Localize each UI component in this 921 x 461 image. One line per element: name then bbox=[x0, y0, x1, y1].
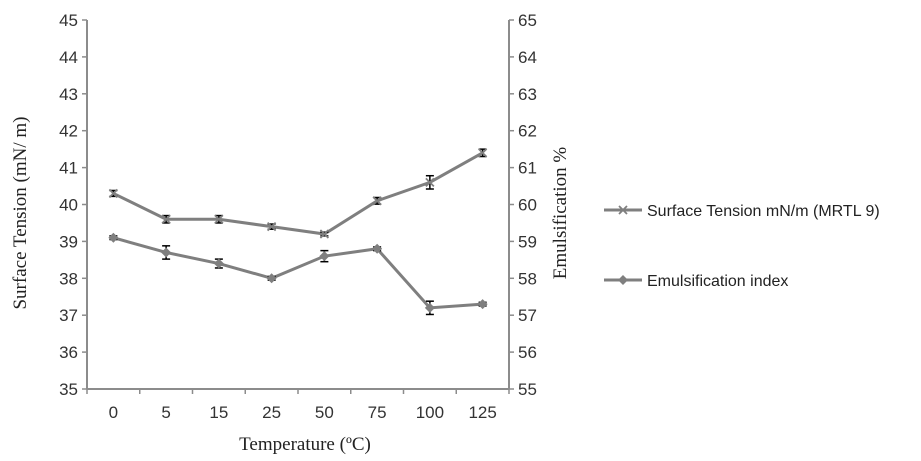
y-tick-label: 35 bbox=[59, 380, 78, 399]
marker-stroke bbox=[319, 229, 330, 239]
x-tick-label: 75 bbox=[368, 403, 387, 422]
series-1 bbox=[108, 148, 488, 239]
series-2-point bbox=[266, 273, 277, 284]
series-2-point bbox=[424, 302, 435, 313]
y-axis-title: Surface Tension (mN/ m) bbox=[10, 116, 31, 309]
y-tick-label: 44 bbox=[59, 48, 78, 67]
axis-labels: Temperature (ºC) Surface Tension (mN/ m)… bbox=[10, 116, 571, 455]
series-2-point bbox=[108, 232, 119, 243]
x-tick-label: 100 bbox=[416, 403, 444, 422]
series-1-point bbox=[266, 222, 277, 232]
y2-tick-label: 60 bbox=[518, 196, 537, 215]
y-tick-label: 45 bbox=[59, 11, 78, 30]
y-tick-label: 42 bbox=[59, 122, 78, 141]
series-2-line bbox=[112, 236, 483, 310]
marker-stroke bbox=[214, 214, 224, 224]
series-1-point bbox=[425, 177, 435, 187]
y-tick-label: 39 bbox=[59, 232, 78, 251]
y2-tick-label: 56 bbox=[518, 343, 537, 362]
x-axis-title: Temperature (ºC) bbox=[239, 434, 371, 455]
series-1-point bbox=[108, 188, 119, 199]
x-tick-label: 0 bbox=[109, 403, 118, 422]
y-tick-label: 37 bbox=[59, 306, 78, 325]
marker-stroke bbox=[425, 177, 435, 187]
y-tick-label: 43 bbox=[59, 85, 78, 104]
y2-tick-label: 65 bbox=[518, 11, 537, 30]
legend-entry: Surface Tension mN/m (MRTL 9) bbox=[604, 203, 880, 220]
y2-tick-label: 55 bbox=[518, 380, 537, 399]
x-tick-label: 125 bbox=[468, 403, 496, 422]
legend-label: Surface Tension mN/m (MRTL 9) bbox=[647, 203, 880, 220]
legend-entry: Emulsification index bbox=[604, 273, 788, 290]
legend-swatch-marker bbox=[618, 205, 628, 215]
y2-tick-label: 62 bbox=[518, 122, 537, 141]
marker-stroke bbox=[477, 148, 488, 158]
y2-tick-label: 63 bbox=[518, 85, 537, 104]
series-1-point bbox=[319, 229, 330, 239]
legend-label: Emulsification index bbox=[647, 273, 788, 290]
x-tick-label: 50 bbox=[315, 403, 334, 422]
series-1-point bbox=[372, 196, 382, 206]
marker-stroke bbox=[372, 196, 382, 206]
marker-stroke bbox=[618, 205, 628, 215]
axes: 35 36 37 38 39 40 41 42 43 44 45 55 56 57 58 59 60 61 62 63… bbox=[59, 11, 537, 422]
y-tick-label: 38 bbox=[59, 269, 78, 288]
series-2-point bbox=[161, 247, 172, 258]
series-2-point bbox=[477, 299, 488, 310]
legend-swatch-marker bbox=[618, 275, 628, 285]
x-tick-label: 5 bbox=[161, 403, 170, 422]
x-tick-label: 25 bbox=[262, 403, 281, 422]
y2-tick-label: 57 bbox=[518, 306, 537, 325]
series-2-point bbox=[319, 251, 330, 262]
series-2-point bbox=[372, 243, 383, 254]
marker-stroke bbox=[161, 214, 171, 224]
y2-tick-label: 59 bbox=[518, 232, 537, 251]
series-2 bbox=[108, 232, 488, 316]
y2-axis-title: Emulsification % bbox=[550, 147, 571, 280]
legend: Surface Tension mN/m (MRTL 9) Emulsificat… bbox=[604, 203, 880, 290]
y-tick-label: 40 bbox=[59, 196, 78, 215]
x-tick-label: 15 bbox=[209, 403, 228, 422]
y2-tick-label: 61 bbox=[518, 159, 537, 178]
y-tick-label: 41 bbox=[59, 159, 78, 178]
series-1-point bbox=[214, 214, 224, 224]
marker-stroke bbox=[108, 188, 119, 199]
series-2-point bbox=[213, 258, 224, 269]
marker-stroke bbox=[266, 222, 277, 232]
y-tick-label: 36 bbox=[59, 343, 78, 362]
y2-tick-label: 58 bbox=[518, 269, 537, 288]
series-1-point bbox=[477, 148, 488, 158]
series-1-point bbox=[161, 214, 171, 224]
series-lines bbox=[108, 148, 488, 316]
series-1-line bbox=[112, 151, 484, 236]
y2-tick-label: 64 bbox=[518, 48, 537, 67]
